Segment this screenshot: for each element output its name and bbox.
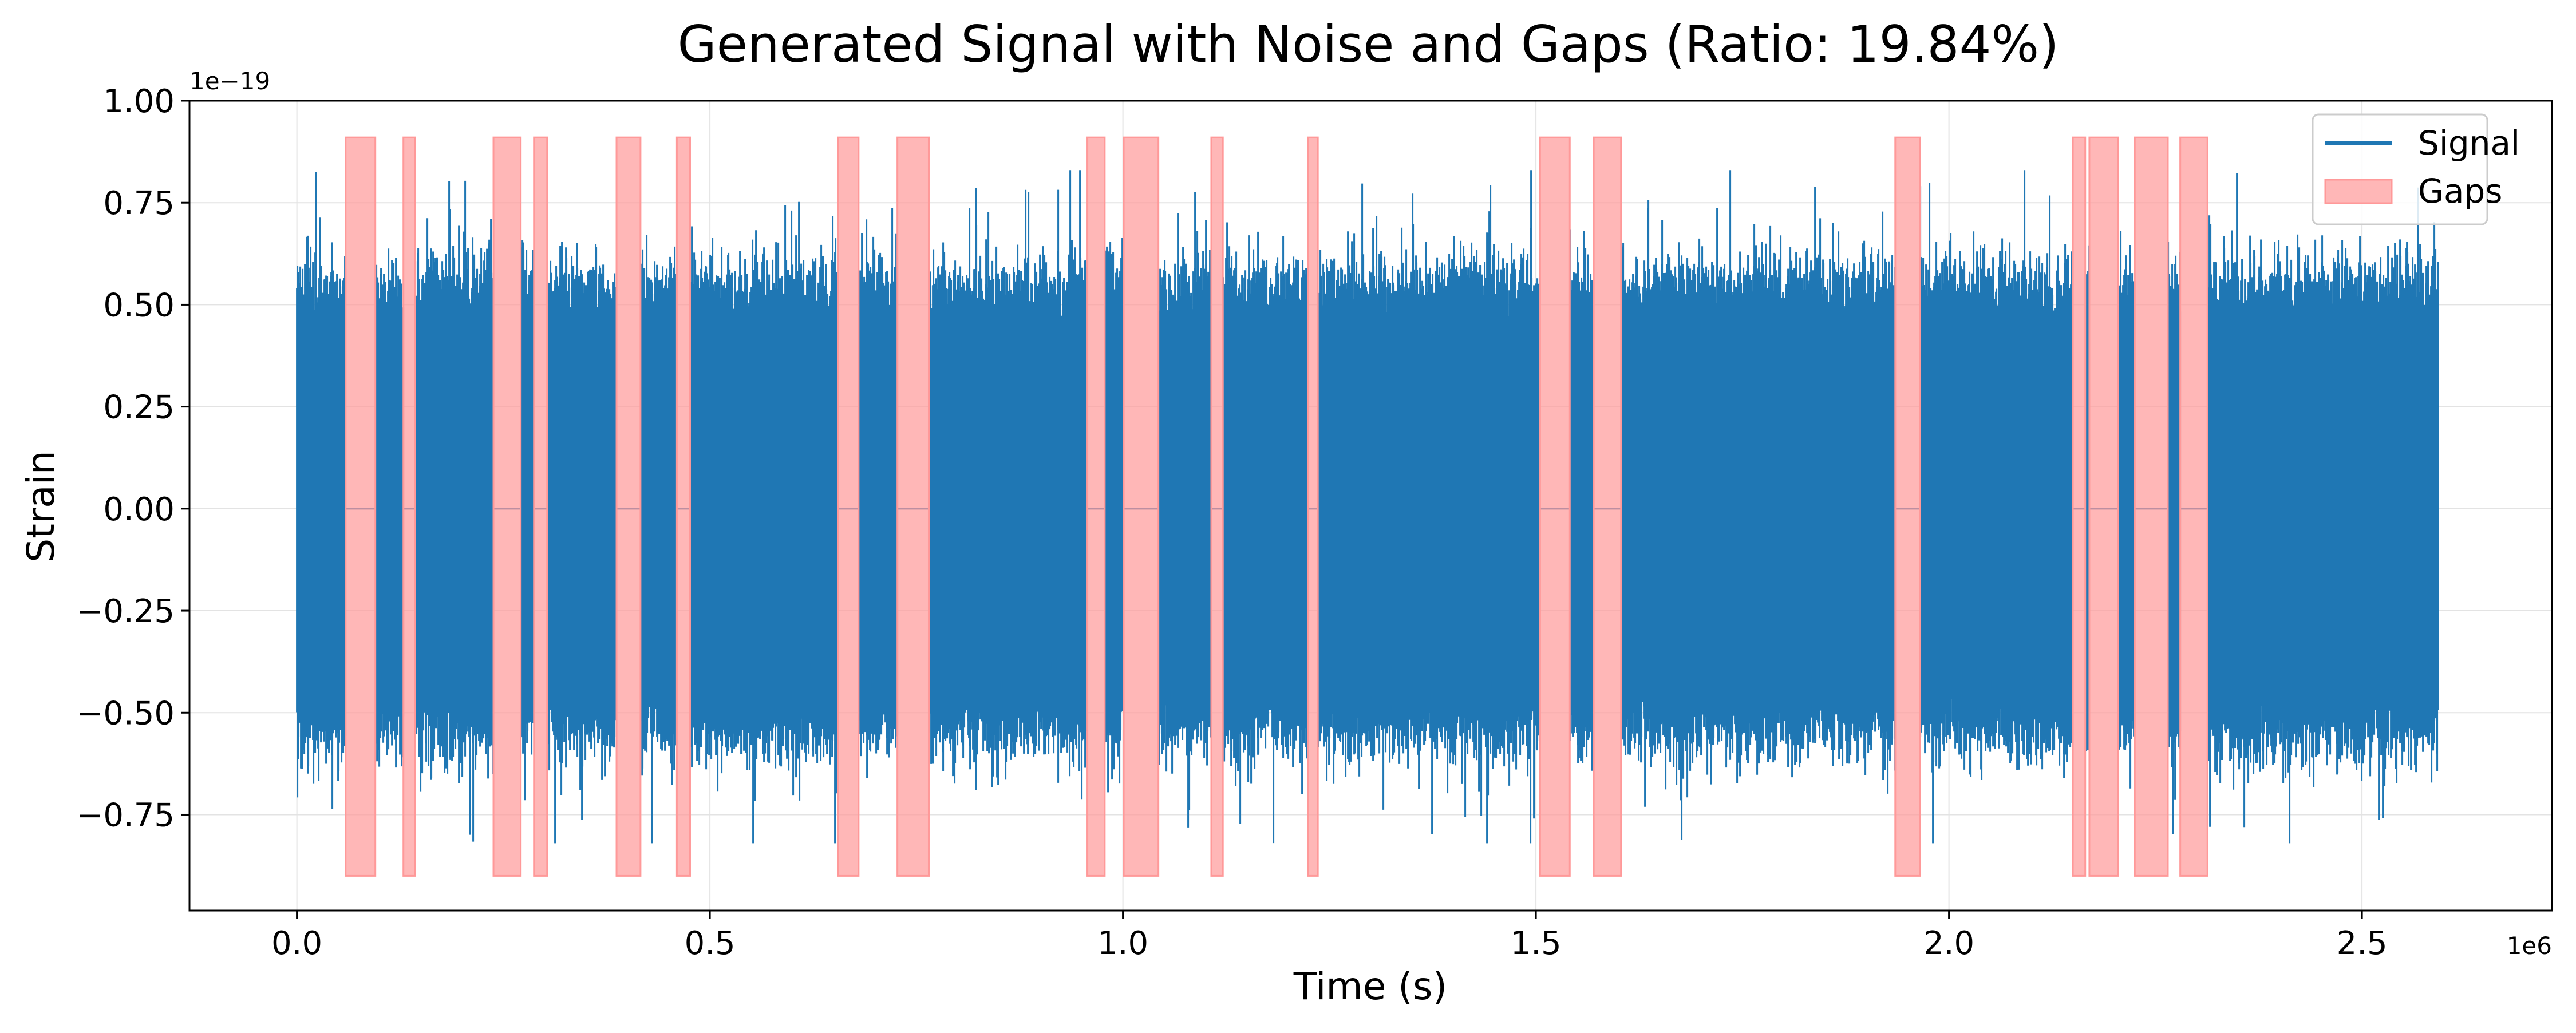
x-tick-label: 0.5: [685, 925, 736, 962]
gap-region: [1539, 136, 1571, 877]
gap-region: [1593, 136, 1622, 877]
gap-region: [2134, 136, 2169, 877]
legend-signal-label: Signal: [2418, 124, 2520, 163]
gap-region: [837, 136, 860, 877]
gap-region: [492, 136, 522, 877]
gap-region: [1307, 136, 1319, 877]
legend-gaps-label: Gaps: [2418, 172, 2503, 211]
x-tick-label: 2.5: [2337, 925, 2388, 962]
y-tick-label: 0.50: [103, 287, 175, 324]
y-offset-label: 1e−19: [189, 67, 270, 95]
y-tick-label: −0.50: [76, 695, 175, 732]
legend: Signal Gaps: [2312, 113, 2520, 225]
y-tick-label: 0.75: [103, 185, 175, 222]
gap-region: [896, 136, 930, 877]
y-tick-label: −0.75: [76, 797, 175, 834]
gap-region: [1210, 136, 1224, 877]
gap-region: [533, 136, 548, 877]
x-offset-label: 1e6: [2507, 932, 2552, 960]
gap-region: [2088, 136, 2119, 877]
y-tick-label: 0.00: [103, 491, 175, 528]
x-axis-label: Time (s): [1293, 964, 1447, 1008]
x-tick-label: 0.0: [271, 925, 322, 962]
y-tick-label: 1.00: [103, 83, 175, 120]
y-tick-label: −0.25: [76, 593, 175, 630]
gap-region: [402, 136, 416, 877]
y-axis-label: Strain: [19, 450, 63, 563]
gap-region: [2072, 136, 2087, 877]
x-tick-label: 2.0: [1923, 925, 1974, 962]
gap-region: [615, 136, 642, 877]
gap-region: [1086, 136, 1106, 877]
y-tick-label: 0.25: [103, 389, 175, 426]
x-tick-label: 1.0: [1097, 925, 1148, 962]
gap-region: [1894, 136, 1921, 877]
gap-region: [675, 136, 691, 877]
gap-region: [1123, 136, 1160, 877]
x-tick-label: 1.5: [1511, 925, 1562, 962]
gap-region: [2179, 136, 2208, 877]
plot-frame: [188, 100, 2553, 912]
axis-ticks: 0.0 0.5 1.0 1.5 2.0 2.5 1.00 0.75 0.50 0.25 0.00 −0…: [76, 83, 2387, 962]
legend-gaps-swatch: [2324, 179, 2393, 204]
gap-regions: [345, 136, 2208, 877]
gap-region: [345, 136, 377, 877]
chart-title: Generated Signal with Noise and Gaps (Ra…: [678, 15, 2059, 74]
